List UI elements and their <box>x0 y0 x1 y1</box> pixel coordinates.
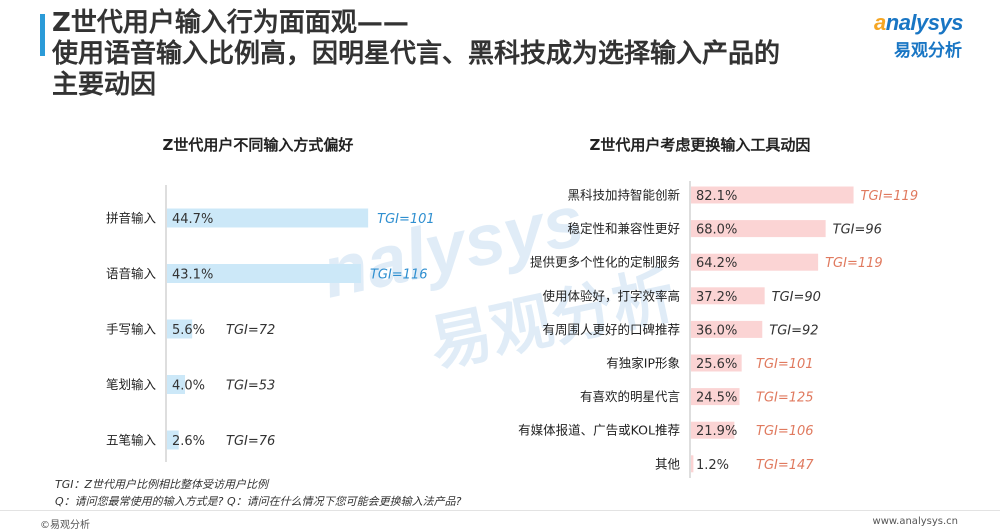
category-label: 拼音输入 <box>106 211 157 226</box>
bar <box>691 220 826 238</box>
footnote-questions: Q：请问您最常使用的输入方式是? Q：请问在什么情况下您可能会更换输入法产品? <box>55 495 462 508</box>
category-label: 语音输入 <box>106 266 157 281</box>
category-label: 有媒体报道、广告或KOL推荐 <box>518 423 680 438</box>
title-accent-bar <box>40 14 45 56</box>
tgi-label: TGI=53 <box>226 379 275 394</box>
page-title: Z世代用户输入行为面面观—— 使用语音输入比例高，因明星代言、黑科技成为选择输入… <box>52 8 780 101</box>
logo-wordmark: analysys <box>874 10 963 35</box>
right-chart-title: Z世代用户考虑更换输入工具动因 <box>589 136 811 154</box>
footer-divider <box>0 510 1000 511</box>
category-label: 有周围人更好的口碑推荐 <box>542 322 680 337</box>
title-line-2: 使用语音输入比例高，因明星代言、黑科技成为选择输入产品的 <box>52 39 781 69</box>
bar <box>167 375 185 394</box>
tgi-label: TGI=76 <box>226 434 275 449</box>
data-label: 24.5% <box>696 391 737 406</box>
tgi-label: TGI=92 <box>769 323 818 338</box>
tgi-label: TGI=147 <box>756 458 814 473</box>
data-label: 44.7% <box>172 212 213 227</box>
bar <box>691 421 735 439</box>
footnotes: TGI：Z世代用户比例相比整体受访用户比例 Q：请问您最常使用的输入方式是? Q… <box>55 476 462 510</box>
category-label: 有独家IP形象 <box>606 356 680 371</box>
title-line-3: 主要动因 <box>52 70 157 100</box>
bar <box>691 186 854 204</box>
analysys-logo: analysys 易观分析 <box>872 10 982 61</box>
data-label: 1.2% <box>696 458 729 473</box>
left-chart-title: Z世代用户不同输入方式偏好 <box>162 136 354 154</box>
data-label: 5.6% <box>172 323 205 338</box>
category-label: 五笔输入 <box>106 433 157 448</box>
bar <box>691 354 742 372</box>
category-label: 笔划输入 <box>106 377 157 392</box>
copyright: ©易观分析 <box>40 520 90 531</box>
data-label: 43.1% <box>172 268 213 283</box>
category-label: 稳定性和兼容性更好 <box>567 221 680 236</box>
bar <box>691 388 740 406</box>
tgi-label: TGI=96 <box>833 223 882 238</box>
bar <box>691 455 694 473</box>
tgi-label: TGI=106 <box>756 424 814 439</box>
tgi-label: TGI=116 <box>370 268 428 283</box>
bar <box>691 320 763 338</box>
bar <box>167 208 369 228</box>
bar <box>167 264 361 283</box>
data-label: 25.6% <box>696 357 737 372</box>
data-label: 68.0% <box>696 223 737 238</box>
data-label: 64.2% <box>696 256 737 271</box>
category-label: 其他 <box>655 456 681 471</box>
bar <box>167 319 193 339</box>
data-label: 4.0% <box>172 379 205 394</box>
data-label: 82.1% <box>696 189 737 204</box>
category-label: 黑科技加持智能创新 <box>567 188 680 203</box>
data-label: 37.2% <box>696 290 737 305</box>
data-label: 21.9% <box>696 424 737 439</box>
tgi-label: TGI=101 <box>756 357 814 372</box>
bar <box>167 430 179 450</box>
tgi-label: TGI=119 <box>825 256 883 271</box>
logo-chinese: 易观分析 <box>894 41 962 61</box>
category-label: 使用体验好，打字效率高 <box>542 288 680 303</box>
tgi-label: TGI=90 <box>772 290 821 305</box>
category-label: 提供更多个性化的定制服务 <box>530 255 680 270</box>
category-label: 有喜欢的明星代言 <box>580 389 680 404</box>
data-label: 36.0% <box>696 323 737 338</box>
site-url: www.analysys.cn <box>872 516 958 527</box>
tgi-label: TGI=101 <box>377 212 435 227</box>
title-line-1: Z世代用户输入行为面面观—— <box>52 8 409 38</box>
tgi-label: TGI=125 <box>756 391 814 406</box>
data-label: 2.6% <box>172 434 205 449</box>
footnote-tgi: TGI：Z世代用户比例相比整体受访用户比例 <box>55 478 269 491</box>
tgi-label: TGI=119 <box>861 189 919 204</box>
bar <box>691 287 765 305</box>
tgi-label: TGI=72 <box>226 323 275 338</box>
category-label: 手写输入 <box>106 322 157 337</box>
bar <box>691 253 819 271</box>
